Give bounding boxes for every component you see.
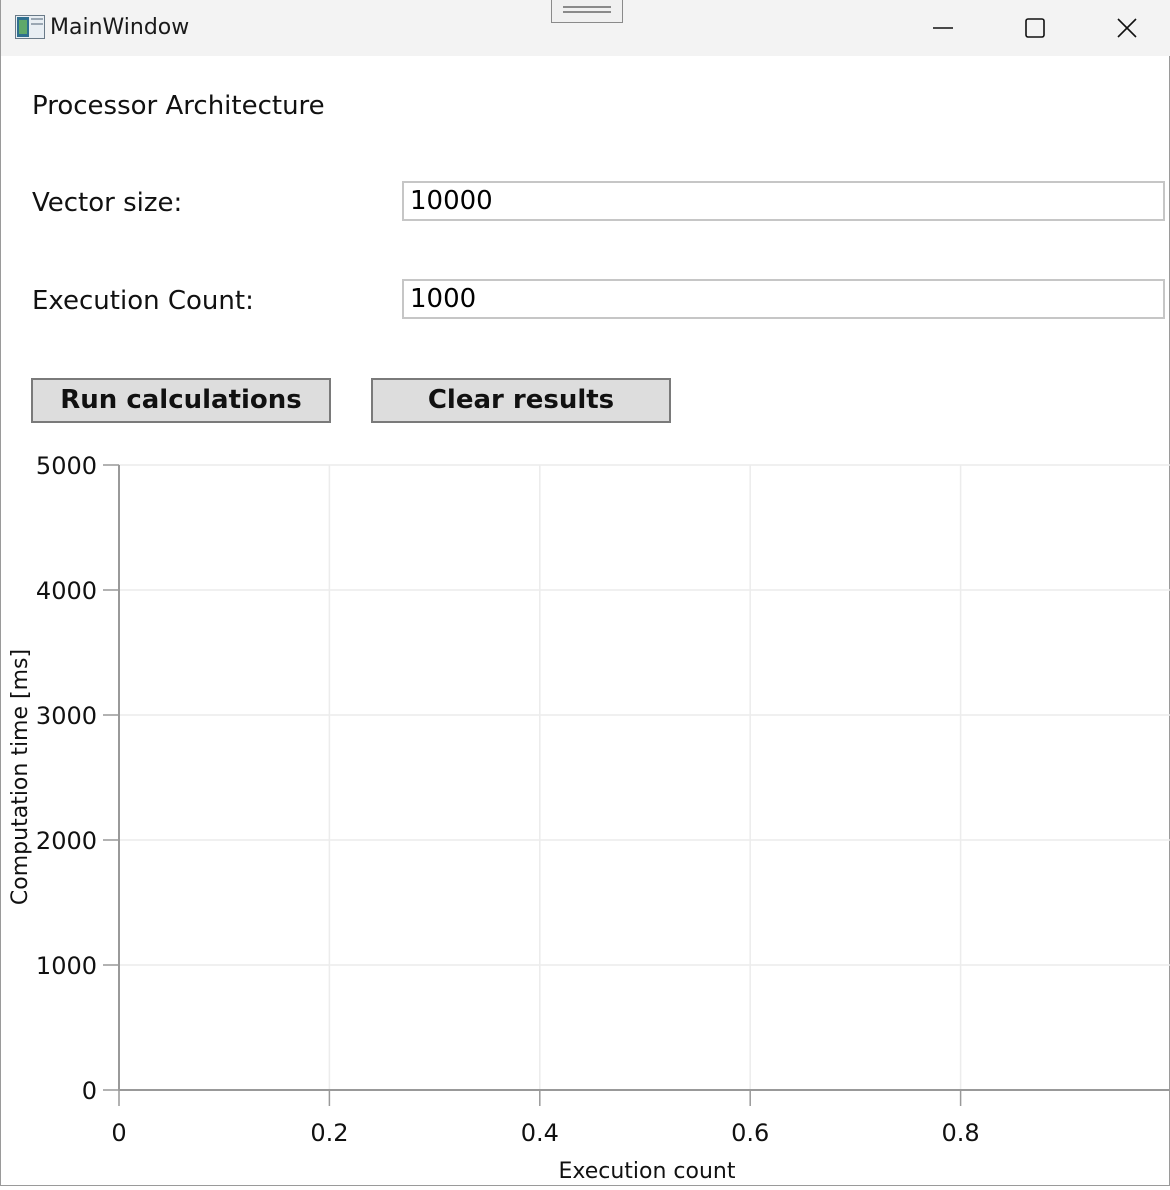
run-calculations-button[interactable]: Run calculations xyxy=(31,378,331,423)
minimize-button[interactable] xyxy=(897,0,989,56)
maximize-icon xyxy=(1025,18,1045,38)
processor-architecture-label: Processor Architecture xyxy=(32,91,325,121)
x-tick-label: 0.2 xyxy=(310,1119,348,1147)
y-tick-label: 5000 xyxy=(36,452,97,480)
close-button[interactable] xyxy=(1081,0,1170,56)
x-tick-label: 0.4 xyxy=(521,1119,559,1147)
y-tick-label: 4000 xyxy=(36,577,97,605)
y-tick-label: 3000 xyxy=(36,702,97,730)
chart-svg: 0 1000 2000 3000 4000 5000 0 0.2 0.4 0.6 0.8 Execu… xyxy=(8,452,1170,1184)
maximize-button[interactable] xyxy=(989,0,1081,56)
vector-size-input[interactable]: 10000 xyxy=(402,181,1165,221)
y-tick-label: 2000 xyxy=(36,827,97,855)
x-tick-label: 0 xyxy=(111,1119,126,1147)
x-tick-label: 0.8 xyxy=(942,1119,980,1147)
x-tick-label: 0.6 xyxy=(731,1119,769,1147)
execution-count-label: Execution Count: xyxy=(32,286,254,316)
snap-layout-handle-icon[interactable] xyxy=(551,0,623,23)
y-tick-label: 1000 xyxy=(36,952,97,980)
close-icon xyxy=(1117,18,1137,38)
title-bar[interactable]: MainWindow xyxy=(1,0,1170,56)
clear-results-button[interactable]: Clear results xyxy=(371,378,671,423)
y-axis-title: Computation time [ms] xyxy=(8,649,33,905)
app-icon xyxy=(15,15,45,39)
window-title: MainWindow xyxy=(50,15,190,40)
computation-time-chart: 0 1000 2000 3000 4000 5000 0 0.2 0.4 0.6 0.8 Execu… xyxy=(1,440,1170,1186)
y-tick-label: 0 xyxy=(82,1077,97,1105)
vector-size-label: Vector size: xyxy=(32,188,183,218)
minimize-icon xyxy=(933,27,953,29)
execution-count-input[interactable]: 1000 xyxy=(402,279,1165,319)
x-axis-title: Execution count xyxy=(558,1159,735,1184)
